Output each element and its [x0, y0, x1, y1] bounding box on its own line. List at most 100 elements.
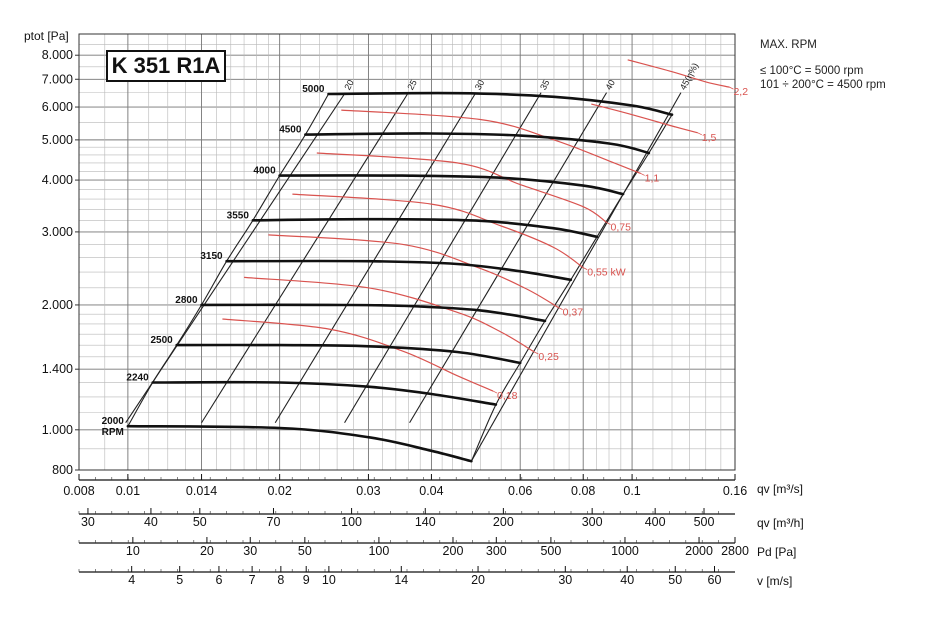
- power-label-4: 0,75: [611, 222, 632, 234]
- x-tick-label: 20: [471, 573, 485, 587]
- power-curve-4: [316, 152, 607, 223]
- x-tick-label: 50: [193, 515, 207, 529]
- rpm-curve-1: [151, 380, 498, 406]
- power-curve-7: [627, 59, 730, 88]
- x-tick-label: 6: [215, 573, 222, 587]
- efficiency-label-0: 20: [342, 78, 356, 92]
- x-axis-label-1: qv [m³/h]: [757, 516, 804, 530]
- x-tick-label: 0.02: [267, 484, 291, 498]
- notes-line-1: ≤ 100°C = 5000 rpm: [760, 65, 864, 77]
- power-leader-6: [697, 132, 702, 136]
- efficiency-label-2: 30: [473, 78, 487, 92]
- rpm-curve-6: [278, 174, 625, 196]
- rpm-label-1: 2240: [126, 373, 149, 384]
- chart-curves: [125, 59, 730, 463]
- x-tick-label: 100: [368, 544, 389, 558]
- model-label: K 351 R1A: [106, 50, 226, 82]
- efficiency-line-2: [274, 92, 477, 424]
- power-label-5: 1,1: [645, 172, 660, 184]
- x-tick-label: 0.1: [623, 484, 640, 498]
- power-leader-5: [640, 173, 645, 176]
- max-rpm-notes: MAX. RPM ≤ 100°C = 5000 rpm 101 ÷ 200°C …: [760, 38, 886, 92]
- y-tick-label: 3.000: [42, 225, 73, 239]
- rpm-curve-5: [251, 217, 599, 239]
- rpm-label-6: 4000: [253, 166, 276, 177]
- efficiency-label-1: 25: [405, 78, 419, 92]
- y-axis-label: ptot [Pa]: [24, 29, 69, 43]
- power-leader-2: [558, 307, 563, 311]
- x-tick-label: 60: [708, 573, 722, 587]
- power-curve-6: [591, 103, 698, 134]
- efficiency-label-5: 45(η%): [678, 61, 700, 91]
- rpm-curve-8: [327, 91, 674, 116]
- efficiency-label-3: 35: [538, 78, 552, 92]
- rpm-label-7: 4500: [279, 125, 302, 136]
- chart-grid: [78, 33, 736, 471]
- notes-title: MAX. RPM: [760, 39, 817, 51]
- x-tick-label: 300: [582, 515, 603, 529]
- x-tick-label: 30: [243, 544, 257, 558]
- y-tick-label: 800: [52, 463, 73, 477]
- x-axis-label-0: qv [m³/s]: [757, 482, 803, 496]
- power-label-3: 0,55 kW: [587, 267, 626, 279]
- y-tick-label: 7.000: [42, 72, 73, 86]
- power-label-0: 0,18: [497, 390, 518, 402]
- x-tick-label: 4: [128, 573, 135, 587]
- x-tick-label: 30: [81, 515, 95, 529]
- x-tick-label: 300: [486, 544, 507, 558]
- x-tick-label: 50: [668, 573, 682, 587]
- x-tick-label: 0.01: [116, 484, 140, 498]
- x-tick-label: 0.06: [508, 484, 532, 498]
- power-curve-1: [244, 276, 535, 353]
- power-leader-7: [729, 86, 734, 90]
- x-tick-label: 8: [277, 573, 284, 587]
- x-tick-label: 0.014: [186, 484, 217, 498]
- rpm-curve-7: [304, 132, 651, 155]
- efficiency-line-1: [201, 92, 409, 424]
- y-tick-label: 1.000: [42, 423, 73, 437]
- x-tick-label: 140: [415, 515, 436, 529]
- efficiency-line-5: [470, 92, 682, 462]
- power-leader-0: [492, 390, 498, 394]
- y-tick-label: 1.400: [42, 362, 73, 376]
- power-leader-4: [606, 222, 611, 225]
- efficiency-line-3: [344, 92, 542, 424]
- x-tick-label: 40: [144, 515, 158, 529]
- x-tick-label: 14: [394, 573, 408, 587]
- x-axis-label-2: Pd [Pa]: [757, 545, 796, 559]
- y-tick-label: 4.000: [42, 173, 73, 187]
- x-tick-label: 0.16: [723, 484, 747, 498]
- x-tick-label: 0.08: [571, 484, 595, 498]
- rpm-unit-label: RPM: [102, 427, 124, 438]
- efficiency-line-4: [409, 92, 608, 424]
- x-tick-label: 2000: [685, 544, 713, 558]
- x-tick-label: 70: [267, 515, 281, 529]
- x-tick-label: 0.04: [419, 484, 443, 498]
- x-tick-label: 200: [443, 544, 464, 558]
- rpm-curve-0: [126, 424, 473, 463]
- x-tick-label: 400: [645, 515, 666, 529]
- x-tick-label: 1000: [611, 544, 639, 558]
- chart-axes: 800 1.000 1.400 2.000 3.000 4.000 5.000 6.000 7.…: [24, 29, 804, 588]
- x-tick-label: 20: [200, 544, 214, 558]
- x-tick-label: 5: [176, 573, 183, 587]
- y-tick-label: 2.000: [42, 298, 73, 312]
- rpm-curve-3: [200, 303, 547, 323]
- rpm-label-8: 5000: [302, 84, 325, 95]
- plot-frame: [78, 33, 736, 471]
- x-tick-label: 7: [249, 573, 256, 587]
- rpm-label-0: 2000: [102, 416, 125, 427]
- x-tick-label: 10: [322, 573, 336, 587]
- power-leader-1: [534, 351, 539, 355]
- power-label-7: 2,2: [733, 86, 748, 98]
- power-label-1: 0,25: [538, 351, 559, 363]
- rpm-label-2: 2500: [150, 335, 173, 346]
- x-axis-label-3: v [m/s]: [757, 574, 792, 588]
- power-label-2: 0,37: [563, 307, 584, 319]
- power-label-6: 1,5: [702, 132, 717, 144]
- x-tick-label: 30: [558, 573, 572, 587]
- y-tick-label: 8.000: [42, 48, 73, 62]
- x-tick-label: 200: [493, 515, 514, 529]
- y-tick-label: 6.000: [42, 100, 73, 114]
